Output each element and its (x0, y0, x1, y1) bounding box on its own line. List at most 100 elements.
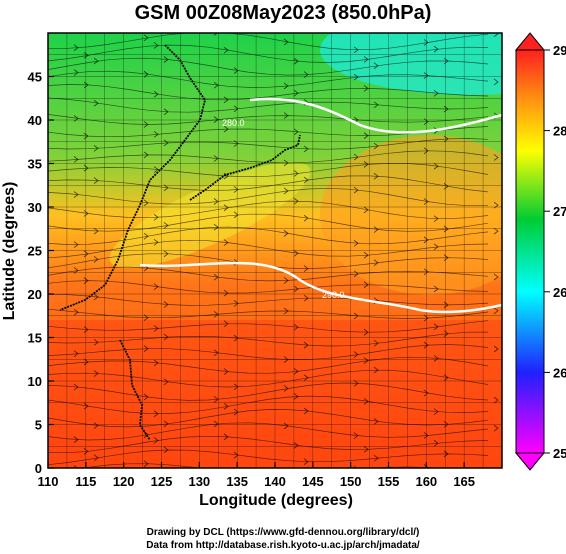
streamline-arrow (423, 39, 429, 46)
streamline-arrow (153, 325, 159, 332)
streamline-arrow (493, 396, 499, 404)
x-tick-label: 165 (453, 474, 475, 489)
colorbar-label: 285 (553, 124, 566, 139)
streamline-arrow (493, 345, 499, 353)
streamline-arrow (353, 239, 359, 247)
streamline-arrow (353, 351, 359, 358)
streamline-arrow (83, 402, 89, 410)
streamline-arrow (353, 153, 359, 161)
streamline-arrow (233, 211, 239, 219)
contour-280 (249, 97, 502, 134)
streamline-arrow (163, 222, 169, 229)
y-tick-label: 5 (35, 418, 42, 433)
streamline-arrow (153, 42, 159, 49)
streamline-arrow (283, 187, 289, 195)
cold-region (320, 33, 502, 95)
streamline-arrow (93, 422, 99, 429)
streamline-arrow (293, 393, 299, 400)
streamline-arrow (363, 281, 369, 289)
streamline-arrow (153, 131, 159, 138)
streamline-arrow (143, 460, 149, 468)
streamline-arrow (83, 164, 89, 172)
streamline-arrow (213, 33, 218, 36)
japan-coastline (189, 134, 301, 201)
streamline-arrow (153, 213, 159, 221)
streamline-arrow (73, 69, 79, 76)
streamline-arrow (223, 433, 229, 441)
streamline-arrow (223, 46, 229, 54)
streamline-arrow (433, 89, 439, 97)
streamline-arrow (223, 204, 229, 212)
streamline-arrow (353, 380, 359, 387)
streamline-arrow (73, 115, 79, 122)
streamline-arrow (423, 341, 429, 349)
streamline-arrow (223, 320, 229, 328)
streamline-arrow (353, 73, 359, 81)
streamline-arrow (423, 118, 429, 126)
streamline-arrow (233, 408, 239, 416)
streamline-arrow (373, 366, 379, 374)
streamline-arrow (73, 308, 79, 316)
streamline-arrow (233, 300, 239, 307)
streamline-arrow (163, 301, 169, 308)
x-tick-label: 110 (38, 474, 59, 489)
colorbar-label: 293 (553, 43, 566, 58)
streamline-arrow (143, 199, 149, 207)
streamline-arrow (303, 407, 309, 415)
streamline-arrow (303, 458, 309, 466)
streamline-arrow (363, 85, 369, 92)
colorbar-scale (515, 49, 545, 454)
streamline-arrow (363, 328, 369, 336)
streamline-arrow (83, 250, 89, 258)
streamline-arrow (353, 432, 359, 440)
streamline-arrow (163, 184, 169, 192)
x-tick-label: 115 (75, 474, 96, 489)
streamline-arrow (283, 82, 289, 90)
streamline-arrow (303, 214, 309, 222)
streamline-arrow (293, 249, 299, 257)
x-tick-label: 145 (302, 474, 324, 489)
y-tick-label: 20 (28, 287, 42, 302)
streamline-arrow (163, 108, 169, 116)
y-axis-ticks: 0 5 10 15 20 25 30 35 40 45 (28, 70, 54, 476)
streamline-arrow (153, 437, 159, 444)
streamline-arrow (433, 243, 439, 251)
streamline-arrow (303, 341, 309, 349)
streamline-arrow (293, 197, 299, 205)
streamline-arrow (423, 314, 429, 322)
streamline-arrow (363, 206, 369, 214)
map-title: GSM 00Z08May2023 (850.0hPa) (134, 2, 432, 24)
streamline-arrow (93, 256, 99, 263)
streamline-arrow (143, 34, 149, 42)
streamline-arrow (373, 172, 379, 180)
colorbar-label: 261 (553, 365, 566, 380)
streamline-arrow (493, 307, 499, 315)
streamline-arrow (93, 227, 99, 235)
streamline-arrow (283, 356, 289, 363)
streamline-arrow (233, 67, 239, 74)
streamline-arrow (373, 62, 379, 70)
streamline-arrow (423, 72, 429, 79)
streamline-arrow (493, 227, 499, 235)
streamline-arrow (233, 451, 239, 459)
streamline-arrow (73, 156, 79, 163)
streamline-arrow (283, 112, 289, 119)
streamline-arrow (93, 370, 99, 377)
streamline-arrow (73, 191, 79, 198)
y-tick-label: 10 (28, 374, 42, 389)
streamline-arrow (93, 99, 99, 107)
streamline-arrow (373, 101, 379, 109)
streamline-arrow (293, 170, 299, 177)
streamline-arrow (353, 186, 359, 194)
streamline-arrow (303, 176, 309, 184)
streamline-arrow (153, 410, 159, 418)
colorbar: 293 285 277 269 261 253 (514, 32, 566, 471)
streamline-arrow (373, 142, 379, 150)
streamline-arrow (153, 359, 159, 367)
streamline-arrow (83, 81, 89, 89)
asia-coastline (59, 44, 206, 311)
x-tick-label: 120 (113, 474, 135, 489)
streamline-arrow (153, 238, 159, 246)
streamline-arrow (423, 198, 429, 205)
streamline-arrow (73, 44, 79, 52)
